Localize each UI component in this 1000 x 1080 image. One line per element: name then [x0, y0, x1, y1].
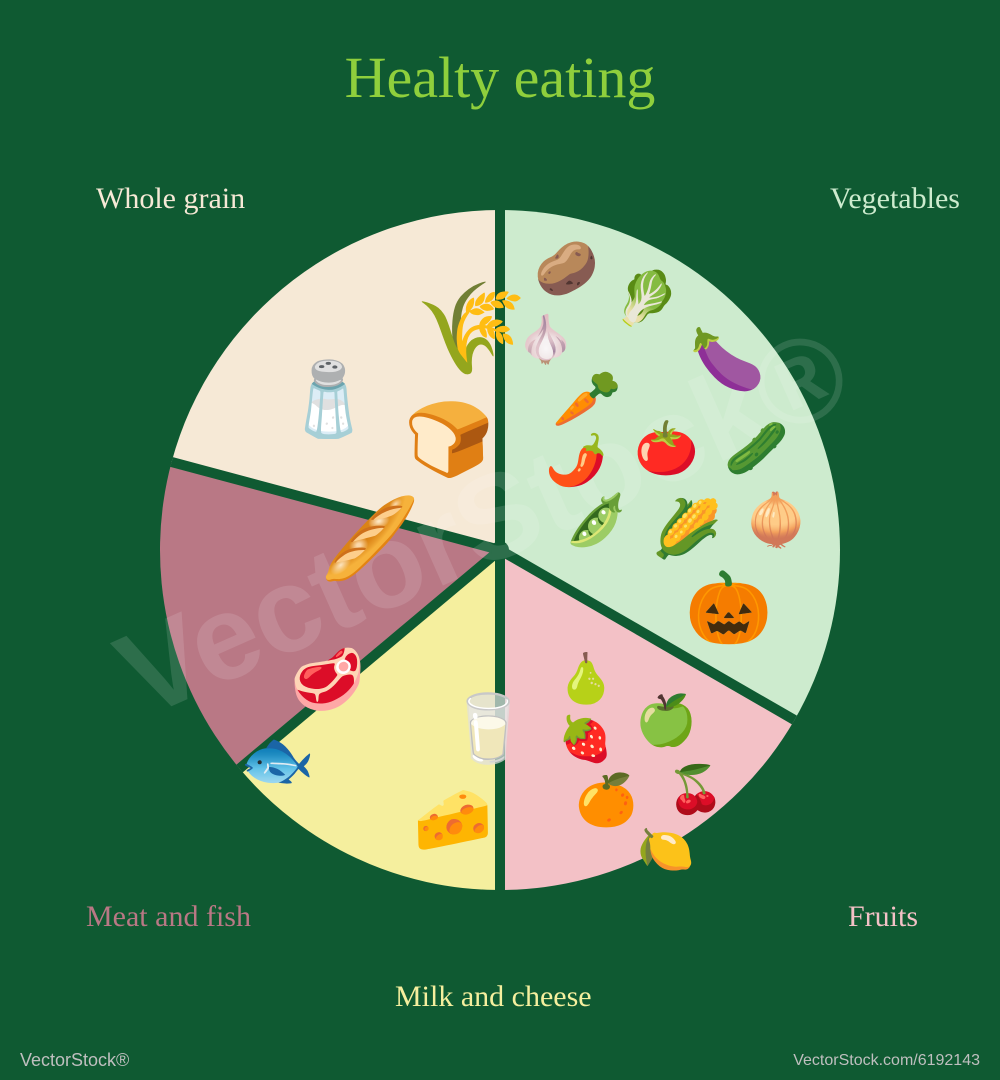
peas-icon: 🫛: [565, 495, 627, 545]
flour-icon: 🧂: [284, 364, 374, 436]
label-milk: Milk and cheese: [395, 980, 592, 1014]
lemon-icon: 🍋: [637, 827, 694, 873]
label-meat: Meat and fish: [86, 900, 251, 934]
orange-icon: 🍊: [575, 775, 637, 825]
apple-icon: 🍏: [635, 695, 697, 745]
corn-icon: 🌽: [652, 502, 722, 558]
label-vegetables: Vegetables: [830, 182, 960, 216]
steak-icon: 🥩: [290, 650, 365, 710]
tomato-icon: 🍅: [634, 424, 699, 476]
bread-icon: 🍞: [404, 404, 494, 476]
infographic-stage: VectorStock® Healty eating Vegetables Fru…: [0, 0, 1000, 1080]
carrot-icon: 🥕: [552, 372, 622, 428]
pear-icon: 🍐: [556, 656, 616, 704]
label-grain: Whole grain: [96, 182, 245, 216]
onion-icon: 🧅: [745, 495, 807, 545]
label-fruits: Fruits: [848, 900, 918, 934]
garlic-icon: 🧄: [517, 317, 574, 363]
beet-icon: 🥬: [614, 274, 679, 326]
eggplant-icon: 🍆: [690, 330, 765, 390]
potato-icon: 🥔: [534, 244, 599, 296]
footer-brand: VectorStock®: [20, 1050, 129, 1071]
cucumber-icon: 🥒: [724, 424, 789, 476]
cheese-icon: 🧀: [413, 788, 493, 852]
strawberry-icon: 🍓: [558, 718, 613, 762]
pumpkin-icon: 🎃: [685, 575, 772, 645]
page-title: Healty eating: [0, 44, 1000, 111]
cherry-icon: 🍒: [667, 767, 724, 813]
salmon-icon: 🐟: [240, 730, 315, 790]
pepper-icon: 🌶️: [545, 435, 607, 485]
wheat-icon: 🌾: [415, 285, 527, 375]
footer-id: VectorStock.com/6192143: [680, 1052, 980, 1070]
milk-icon: 🥛: [447, 697, 529, 763]
baguette-icon: 🥖: [320, 500, 420, 580]
